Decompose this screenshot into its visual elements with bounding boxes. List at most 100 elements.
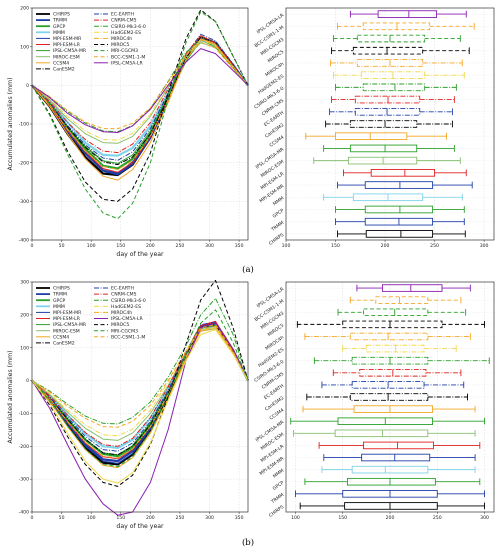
box bbox=[349, 393, 429, 401]
plot-frame bbox=[31, 281, 249, 513]
y-axis-label: Accumulated anomalies (mm) bbox=[7, 77, 14, 170]
x-tick-label: 250 bbox=[430, 243, 439, 249]
box bbox=[381, 284, 443, 292]
series-line-bcc-csm1-1-m bbox=[31, 41, 249, 130]
x-tick-label: 300 bbox=[205, 243, 214, 249]
series-line-miroc-esm bbox=[31, 328, 249, 441]
boxplot-ipsl-cm5a-mr: IPSL-CM5A-MR bbox=[255, 144, 455, 171]
series-line-mri-cgcm3 bbox=[31, 309, 249, 468]
legend-label: GPCP bbox=[53, 298, 66, 304]
x-tick-label: 200 bbox=[146, 243, 155, 249]
series-line-csiro-mk3-6-0 bbox=[31, 297, 249, 425]
legend-label: CCSM4 bbox=[53, 334, 69, 340]
legend-label: MIROC4h bbox=[111, 310, 132, 316]
x-tick-label: 350 bbox=[235, 515, 244, 521]
x-tick-label: 250 bbox=[433, 515, 442, 521]
box bbox=[359, 369, 427, 377]
x-tick-label: 100 bbox=[87, 243, 96, 249]
category-label: GPCP bbox=[272, 480, 286, 492]
box bbox=[349, 144, 418, 153]
boxplot-chirps: CHIRPS bbox=[268, 502, 485, 519]
x-tick-label: 0 bbox=[31, 515, 34, 521]
box bbox=[349, 332, 429, 341]
legend-label: CSIRO-Mk3-6-0 bbox=[111, 24, 146, 30]
category-label: MMM bbox=[272, 195, 285, 207]
legend-label: IPSL-CM5A-LR bbox=[111, 60, 144, 66]
legend-label: BCC-CSM1-1-M bbox=[111, 54, 145, 60]
boxplot-mpi-esm-mr: MPI-ESM-MR bbox=[258, 453, 476, 477]
y-tick-label: -300 bbox=[19, 477, 30, 483]
x-tick-label: 250 bbox=[176, 515, 185, 521]
series-line-miroc4h bbox=[31, 39, 249, 171]
box bbox=[347, 477, 436, 486]
boxplot-bcc-csm1-1-m: BCC-CSM1-1-M bbox=[254, 22, 475, 49]
legend-label: GPCP bbox=[53, 24, 66, 30]
x-tick-label: 100 bbox=[282, 243, 291, 249]
box bbox=[362, 22, 431, 31]
legend-label: CHIRPS bbox=[53, 12, 70, 18]
boxplot-csiro-mk3-6-0: CSIRO-Mk3-6-0 bbox=[253, 83, 457, 110]
legend-label: CNRM-CM5 bbox=[111, 18, 137, 24]
legend-label: EC-EARTH bbox=[111, 286, 134, 292]
boxplot-ec-earth: EC-EARTH bbox=[263, 107, 453, 128]
boxplot-miroc4h: MIROC4h bbox=[264, 59, 463, 78]
legend-label: CanESM2 bbox=[53, 341, 75, 347]
x-axis-label: day of the year bbox=[116, 251, 164, 258]
box bbox=[344, 502, 438, 510]
box bbox=[354, 107, 421, 116]
legend-label: IPSL-CM5A-LR bbox=[111, 316, 144, 322]
y-tick-label: 100 bbox=[20, 44, 29, 50]
category-label: CHIRPS bbox=[268, 504, 285, 519]
legend-label: EC-EARTH bbox=[111, 12, 134, 18]
x-tick-label: 350 bbox=[235, 243, 244, 249]
y-tick-label: 0 bbox=[26, 378, 29, 384]
series-line-ccsm4 bbox=[31, 38, 249, 181]
box bbox=[353, 405, 433, 413]
legend-label: TRMM bbox=[52, 292, 67, 298]
category-label: GPCP bbox=[272, 208, 286, 220]
boxplot-ec-earth: EC-EARTH bbox=[263, 381, 465, 401]
boxplot-gpcp: GPCP bbox=[272, 477, 481, 492]
y-tick-label: -200 bbox=[19, 444, 30, 450]
x-tick-label: 0 bbox=[31, 243, 34, 249]
legend-label: MIROC4h bbox=[111, 36, 132, 42]
legend-label: MMM bbox=[53, 30, 65, 36]
boxplot-gpcp: GPCP bbox=[272, 205, 465, 220]
box bbox=[375, 296, 429, 304]
boxplot-csiro-mk3-6-0: CSIRO-Mk3-6-0 bbox=[253, 356, 490, 384]
x-tick-label: 100 bbox=[87, 515, 96, 521]
y-tick-label: 0 bbox=[26, 83, 29, 89]
x-tick-label: 100 bbox=[291, 515, 300, 521]
series-line-mmm bbox=[31, 326, 249, 449]
x-tick-label: 300 bbox=[480, 243, 489, 249]
box bbox=[377, 10, 438, 18]
legend: CHIRPSTRMMGPCPMMMMPI-ESM-MRMPI-ESM-LRIPS… bbox=[36, 12, 146, 73]
boxplot-ipsl-cm5a-lr: IPSL-CM5A-LR bbox=[256, 284, 471, 309]
box bbox=[361, 453, 431, 462]
series-line-miroc5 bbox=[31, 279, 249, 487]
boxplot-miroc5: MIROC5 bbox=[267, 46, 470, 64]
box bbox=[370, 169, 436, 177]
legend-label: HadGEM2-ES bbox=[111, 304, 141, 310]
box bbox=[356, 34, 426, 43]
boxplot-canesm2: CanESM2 bbox=[264, 393, 468, 413]
panel-b-label: (b) bbox=[242, 537, 254, 548]
legend-label: MIROC-ESM bbox=[53, 54, 80, 60]
series-line-ec-earth bbox=[31, 33, 249, 161]
box bbox=[365, 344, 425, 353]
legend-label: MIROC5 bbox=[111, 42, 129, 48]
x-tick-label: 150 bbox=[116, 515, 125, 521]
legend-label: CCSM4 bbox=[53, 60, 69, 66]
x-tick-label: 300 bbox=[205, 515, 214, 521]
legend-label: MIROC-ESM bbox=[53, 328, 80, 334]
boxplot-ipsl-cm5a-mr: IPSL-CM5A-MR bbox=[255, 417, 485, 443]
series-line-mpi-esm-mr bbox=[31, 323, 249, 464]
panel-a-label: (a) bbox=[242, 264, 254, 275]
y-tick-label: -100 bbox=[19, 411, 30, 417]
legend: CHIRPSTRMMGPCPMMMMPI-ESM-MRMPI-ESM-LRIPS… bbox=[36, 286, 146, 347]
box bbox=[334, 429, 429, 438]
legend-label: MRI-CGCM3 bbox=[111, 48, 138, 54]
series-line-cnrm-cm5 bbox=[31, 35, 249, 154]
box bbox=[335, 132, 408, 141]
